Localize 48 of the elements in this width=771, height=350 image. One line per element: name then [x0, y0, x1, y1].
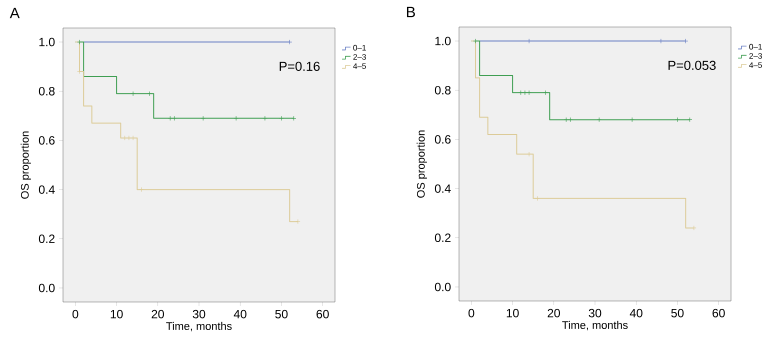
- x-tick-label: 0: [72, 310, 78, 318]
- y-tick-label: 0.2: [38, 234, 55, 244]
- legend-label: 0–1: [749, 44, 762, 50]
- y-tick-label: 1.0: [39, 38, 55, 46]
- y-tick-label: 0.8: [38, 86, 55, 96]
- point: [526, 90, 532, 96]
- annotation: P=0.053: [668, 60, 716, 70]
- chart-title: A: [10, 8, 20, 18]
- x-tick-label: 40: [234, 310, 246, 318]
- x-axis-title: Time, months: [166, 322, 232, 332]
- x-tick-label: 50: [275, 310, 288, 318]
- y-tick-label: 0.2: [434, 234, 451, 242]
- chart-title: B: [406, 6, 415, 18]
- y-axis-title: OS proportion: [416, 130, 427, 198]
- x-tick-label: 20: [548, 308, 560, 318]
- point: [534, 196, 540, 201]
- x-tick-label: 60: [316, 310, 329, 318]
- y-tick-label: 0.0: [38, 284, 55, 292]
- legend-label: 2–3: [749, 53, 762, 59]
- y-tick-label: 0.6: [38, 136, 55, 145]
- legend-label: 0–1: [353, 44, 366, 51]
- point: [543, 90, 548, 96]
- y-tick-label: 0.4: [434, 184, 451, 193]
- y-tick-label: 0.8: [434, 86, 451, 94]
- x-tick-label: 0: [468, 308, 474, 318]
- x-tick-label: 30: [192, 310, 206, 318]
- x-tick-label: 30: [588, 308, 602, 318]
- point: [130, 91, 136, 96]
- x-tick-label: 10: [506, 308, 519, 318]
- point: [147, 91, 152, 96]
- legend-label: 4–5: [749, 62, 762, 68]
- point: [262, 116, 268, 121]
- x-tick-label: 20: [152, 310, 164, 318]
- y-tick-label: 1.0: [435, 36, 451, 46]
- y-tick-label: 0.6: [434, 135, 451, 144]
- point: [278, 116, 284, 121]
- legend-label: 2–3: [353, 54, 366, 60]
- y-axis-title: OS proportion: [20, 131, 31, 199]
- legend-label: 4–5: [353, 63, 366, 69]
- x-tick-label: 10: [110, 310, 123, 318]
- annotation: P=0.16: [280, 62, 320, 71]
- y-tick-label: 0.0: [434, 282, 451, 292]
- x-axis-title: Time, months: [562, 320, 628, 330]
- x-tick-label: 40: [630, 308, 642, 318]
- x-tick-label: 50: [671, 308, 684, 318]
- y-tick-label: 0.4: [38, 185, 55, 194]
- point: [674, 117, 680, 122]
- x-tick-label: 60: [712, 308, 725, 318]
